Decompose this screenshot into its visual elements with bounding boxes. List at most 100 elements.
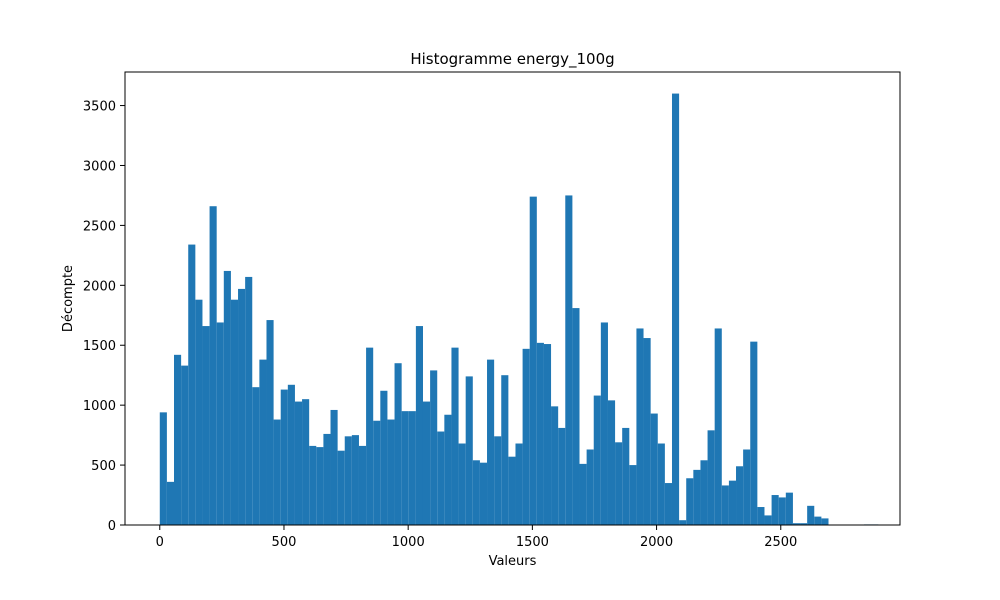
y-axis-ticks: 0 500 1000 1500 2000 2500 3000 3500 xyxy=(83,100,125,534)
histogram-bar xyxy=(501,375,509,525)
histogram-bar xyxy=(294,401,303,525)
histogram-bar xyxy=(174,354,182,525)
histogram-bar xyxy=(195,299,203,525)
histogram-bar xyxy=(714,328,722,525)
histogram-bar xyxy=(543,344,552,525)
histogram-bar xyxy=(430,370,438,525)
y-tick-label: 0 xyxy=(108,519,116,534)
histogram-bar xyxy=(515,443,523,525)
plot-frame xyxy=(124,71,901,526)
histogram-bar xyxy=(401,411,409,525)
x-axis-ticks: 0 500 1000 1500 2000 2500 xyxy=(156,525,797,550)
histogram-bar xyxy=(458,443,466,525)
histogram-bar xyxy=(636,328,644,525)
x-tick-label: 1500 xyxy=(516,535,549,550)
x-tick-label: 1000 xyxy=(392,535,425,550)
histogram-bar xyxy=(387,419,395,525)
histogram-bar xyxy=(814,516,822,525)
histogram-bar xyxy=(536,342,544,525)
histogram-bar xyxy=(572,308,580,525)
histogram-bar xyxy=(202,326,210,525)
histogram-bar xyxy=(771,495,779,525)
histogram-bar xyxy=(437,431,445,525)
histogram-bar xyxy=(622,427,630,525)
histogram-bar xyxy=(821,518,829,525)
histogram-bar xyxy=(408,411,416,525)
histogram-bar xyxy=(800,523,808,525)
histogram-bar xyxy=(764,515,772,525)
histogram-bar xyxy=(792,523,801,525)
histogram-bar xyxy=(451,347,459,525)
histogram-bar xyxy=(465,376,473,525)
histogram-bar xyxy=(487,359,495,525)
histogram-bar xyxy=(551,406,559,525)
y-tick-label: 1000 xyxy=(83,399,116,414)
histogram-bar xyxy=(259,359,267,525)
x-tick-label: 2500 xyxy=(764,535,797,550)
histogram-bar xyxy=(728,480,737,525)
histogram-bar xyxy=(657,443,665,525)
histogram-bar xyxy=(337,450,345,525)
histogram-bar xyxy=(358,445,367,525)
histogram-bar xyxy=(444,414,452,525)
y-tick-label: 2500 xyxy=(83,219,116,234)
histogram-bar xyxy=(558,427,566,525)
histogram-bar xyxy=(181,365,189,525)
histogram-bar xyxy=(785,492,793,525)
histogram-bar xyxy=(807,505,815,525)
y-tick-label: 3500 xyxy=(83,100,116,115)
histogram-bar xyxy=(700,460,708,525)
histogram-bar xyxy=(778,497,786,525)
histogram-bar xyxy=(366,347,374,525)
histogram-bar xyxy=(223,270,231,525)
histogram-bar xyxy=(650,413,658,525)
histogram-bar xyxy=(529,196,537,525)
histogram-bar xyxy=(316,447,324,525)
histogram-bar xyxy=(607,400,616,525)
histogram-bars xyxy=(159,93,886,526)
histogram-bar xyxy=(216,322,224,525)
histogram-bar xyxy=(380,390,388,525)
x-axis-label: Valeurs xyxy=(489,554,537,569)
histogram-bar xyxy=(344,436,352,525)
histogram-bar xyxy=(309,445,317,525)
histogram-bar xyxy=(159,412,167,525)
histogram-bar xyxy=(266,320,274,525)
histogram-bar xyxy=(615,442,623,525)
histogram-bar xyxy=(686,478,694,525)
histogram-bar xyxy=(209,206,217,525)
histogram-bar xyxy=(330,409,338,525)
histogram-bar xyxy=(707,430,715,525)
histogram-bar xyxy=(166,481,175,525)
histogram-bar xyxy=(721,485,729,525)
histogram-bar xyxy=(287,384,295,525)
histogram-bar xyxy=(586,449,594,525)
y-tick-label: 500 xyxy=(91,459,116,474)
histogram-bar xyxy=(394,363,402,525)
histogram-bar xyxy=(593,395,601,525)
histogram-bar xyxy=(302,399,310,525)
x-tick-label: 2000 xyxy=(640,535,673,550)
histogram-bar xyxy=(743,449,751,525)
histogram-bar xyxy=(736,466,744,525)
histogram-bar xyxy=(643,338,651,525)
histogram-bar xyxy=(494,436,502,525)
histogram-bar xyxy=(415,326,423,525)
x-tick-label: 0 xyxy=(156,535,164,550)
histogram-bar xyxy=(238,288,246,525)
histogram-bar xyxy=(422,401,431,525)
histogram-bar xyxy=(323,433,331,525)
histogram-bar xyxy=(245,276,253,525)
histogram-bar xyxy=(671,93,680,526)
histogram-bar xyxy=(757,507,765,525)
y-tick-label: 1500 xyxy=(83,339,116,354)
histogram-bar xyxy=(280,389,288,525)
x-tick-label: 500 xyxy=(272,535,297,550)
y-axis-label: Décompte xyxy=(61,265,76,332)
histogram-bar xyxy=(273,419,281,525)
histogram-bar xyxy=(351,435,359,525)
histogram-bar xyxy=(188,244,196,526)
histogram-bar xyxy=(629,465,637,525)
histogram-bar xyxy=(508,456,516,525)
